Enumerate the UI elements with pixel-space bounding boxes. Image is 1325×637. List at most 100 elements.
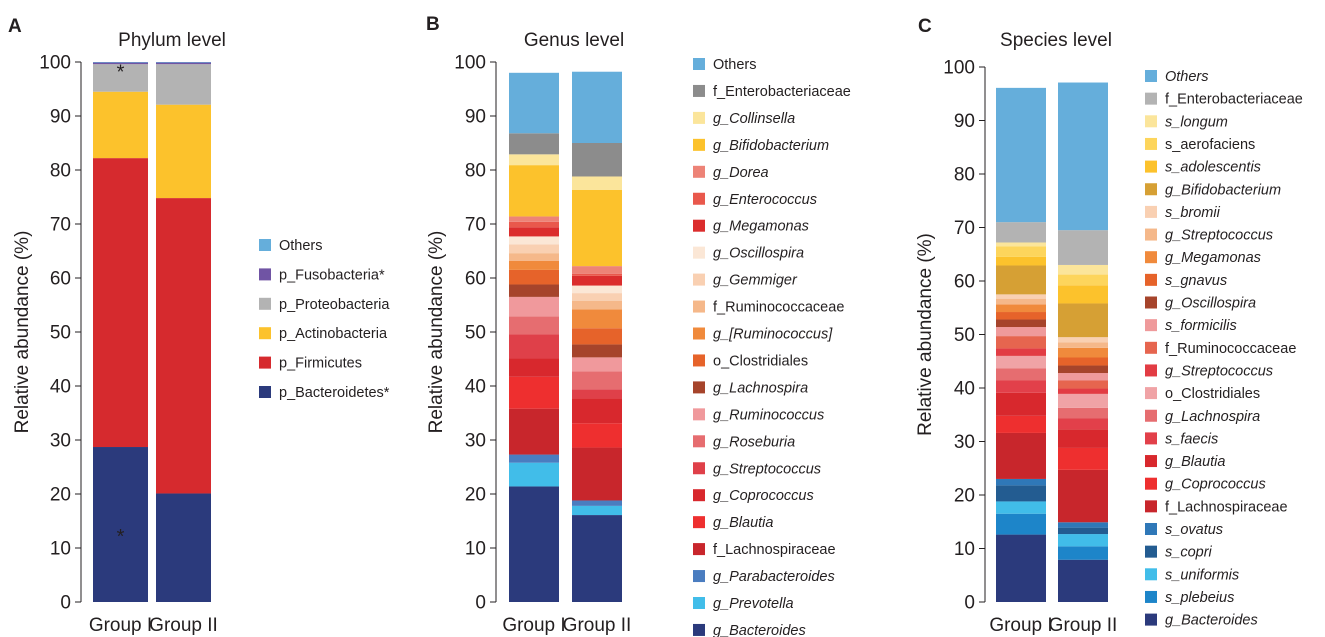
legend-swatch [1145,523,1157,535]
legend-label: s_plebeius [1165,590,1234,606]
bar-segment-g-megamonas-group-i [509,227,559,237]
legend-label: g_Bifidobacterium [713,138,829,154]
legend-swatch [1145,364,1157,377]
y-tick-label: 80 [465,161,486,182]
legend-swatch [693,246,705,259]
legend-swatch [1145,183,1157,196]
bar-segment-g-bacteroides-group-ii [1058,559,1108,602]
legend-swatch [1145,92,1157,105]
bar-segment-g-blautia-group-ii [572,423,622,448]
legend-swatch [693,489,705,502]
legend-swatch [693,462,705,475]
bar-segment-p-bacteroidetes-group-ii [156,493,211,602]
y-tick-label: 40 [954,379,975,400]
bar-segment-g-dorea-group-ii [572,266,622,274]
bar-segment-p-proteobacteria-group-i [93,64,148,92]
legend-label: Others [713,57,757,73]
bar-segment-g-roseburia-group-i [509,316,559,335]
legend-swatch [1145,137,1157,150]
bar-segment-g-bifidobacterium-group-i [996,265,1046,295]
bar-segment-g-enterococcus-group-ii [572,273,622,276]
significance-marker: * [117,61,125,83]
bar-segment-s-bromii-group-ii [1058,337,1108,343]
bar-segment-g-dorea-group-i [509,216,559,222]
bar-segment-p-actinobacteria-group-ii [156,104,211,199]
y-tick-label: 0 [60,593,71,614]
bar-segment-g-coprococcus-group-ii [1058,447,1108,470]
legend-label: f_Enterobacteriaceae [1165,92,1303,108]
bar-segment-others-group-ii [156,62,211,63]
x-category-label: Group II [563,615,632,636]
legend-label: g_Parabacteroides [713,569,835,585]
y-tick-label: 90 [465,107,486,128]
y-tick-label: 40 [465,377,486,398]
legend-swatch [693,273,705,286]
bar-segment-s-formicilis-group-ii [1058,373,1108,381]
bar-segment-f-ruminococcaceae-group-ii [1058,380,1108,389]
legend-swatch [259,386,271,398]
bar-segment-s-aerofaciens-group-i [996,246,1046,257]
y-tick-label: 70 [465,215,486,236]
bar-segment-f-enterobacteriaceae-group-i [996,222,1046,243]
legend-label: s_formicilis [1165,318,1237,334]
bar-segment-g-bacteroides-group-i [509,486,559,602]
bar-segment-g-streptococcus-group-ii [1058,342,1108,348]
bar-segment-g-lachnospira-group-ii [572,344,622,358]
x-category-label: Group I [502,615,565,636]
bar-segment-g-parabacteroides-group-ii [572,500,622,506]
legend-label: p_Proteobacteria [279,297,390,313]
legend-swatch [1145,613,1157,626]
legend-label: g_Streptococcus [1165,363,1273,379]
bar-segment-g-collinsella-group-i [509,154,559,166]
y-tick-label: 70 [50,215,71,236]
x-category-label: Group II [149,615,218,636]
y-tick-label: 50 [50,323,71,344]
legend-label: f_Lachnospiraceae [713,542,836,558]
legend-label: f_Ruminococcaceae [713,300,844,316]
bar-segment-g-ruminococcus-group-i [509,260,559,270]
bar-segment-s-copri-group-ii [1058,527,1108,535]
bar-segment-p-bacteroidetes-group-i [93,447,148,602]
legend-label: g_[Ruminococcus] [713,327,833,343]
legend-label: f_Lachnospiraceae [1165,499,1288,515]
bar-segment-g-bacteroides-group-ii [572,515,622,602]
legend-swatch [1145,205,1157,218]
legend-swatch [1145,590,1157,603]
legend-label: g_Collinsella [713,111,795,127]
bar-segment-g-megamonas-group-ii [572,275,622,286]
y-tick-label: 50 [954,325,975,346]
legend-label: s_uniformis [1165,567,1239,583]
y-tick-label: 20 [50,485,71,506]
y-tick-label: 60 [50,269,71,290]
legend-swatch [1145,273,1157,286]
legend-label: g_Roseburia [713,434,795,450]
bar-segment-p-fusobacteria-group-ii [156,62,211,65]
bar-segment-s-adolescentis-group-i [996,256,1046,266]
bar-segment-g-coprococcus-group-i [996,415,1046,433]
bar-segment-s-aerofaciens-group-ii [1058,274,1108,286]
bar-segment-f-lachnospiraceae-group-i [996,432,1046,479]
y-tick-label: 80 [50,161,71,182]
legend-swatch [693,570,705,583]
bar-segment-p-actinobacteria-group-i [93,91,148,159]
legend-swatch [693,597,705,609]
y-tick-label: 20 [465,485,486,506]
panel-letter: A [8,16,22,37]
legend-label: Others [1165,69,1209,85]
legend-swatch [693,138,705,151]
legend-swatch [693,408,705,421]
legend-label: g_Gemmiger [713,273,798,289]
bar-segment-s-plebeius-group-ii [1058,546,1108,560]
legend-swatch [1145,568,1157,581]
legend-label: g_Dorea [713,165,769,181]
bar-segment-others-group-ii [572,71,622,143]
bar-segment-g-oscillospira-group-ii [572,285,622,294]
legend-label: s_copri [1165,545,1213,561]
bar-segment-g-gemmiger-group-ii [572,293,622,301]
y-tick-label: 0 [964,593,975,614]
legend-swatch [693,219,705,232]
bar-segment-g-lachnospira-group-ii [1058,407,1108,419]
bar-segment-g-streptococcus-group-ii [572,389,622,399]
bar-segment-s-longum-group-ii [1058,264,1108,275]
y-tick-label: 10 [954,539,975,560]
